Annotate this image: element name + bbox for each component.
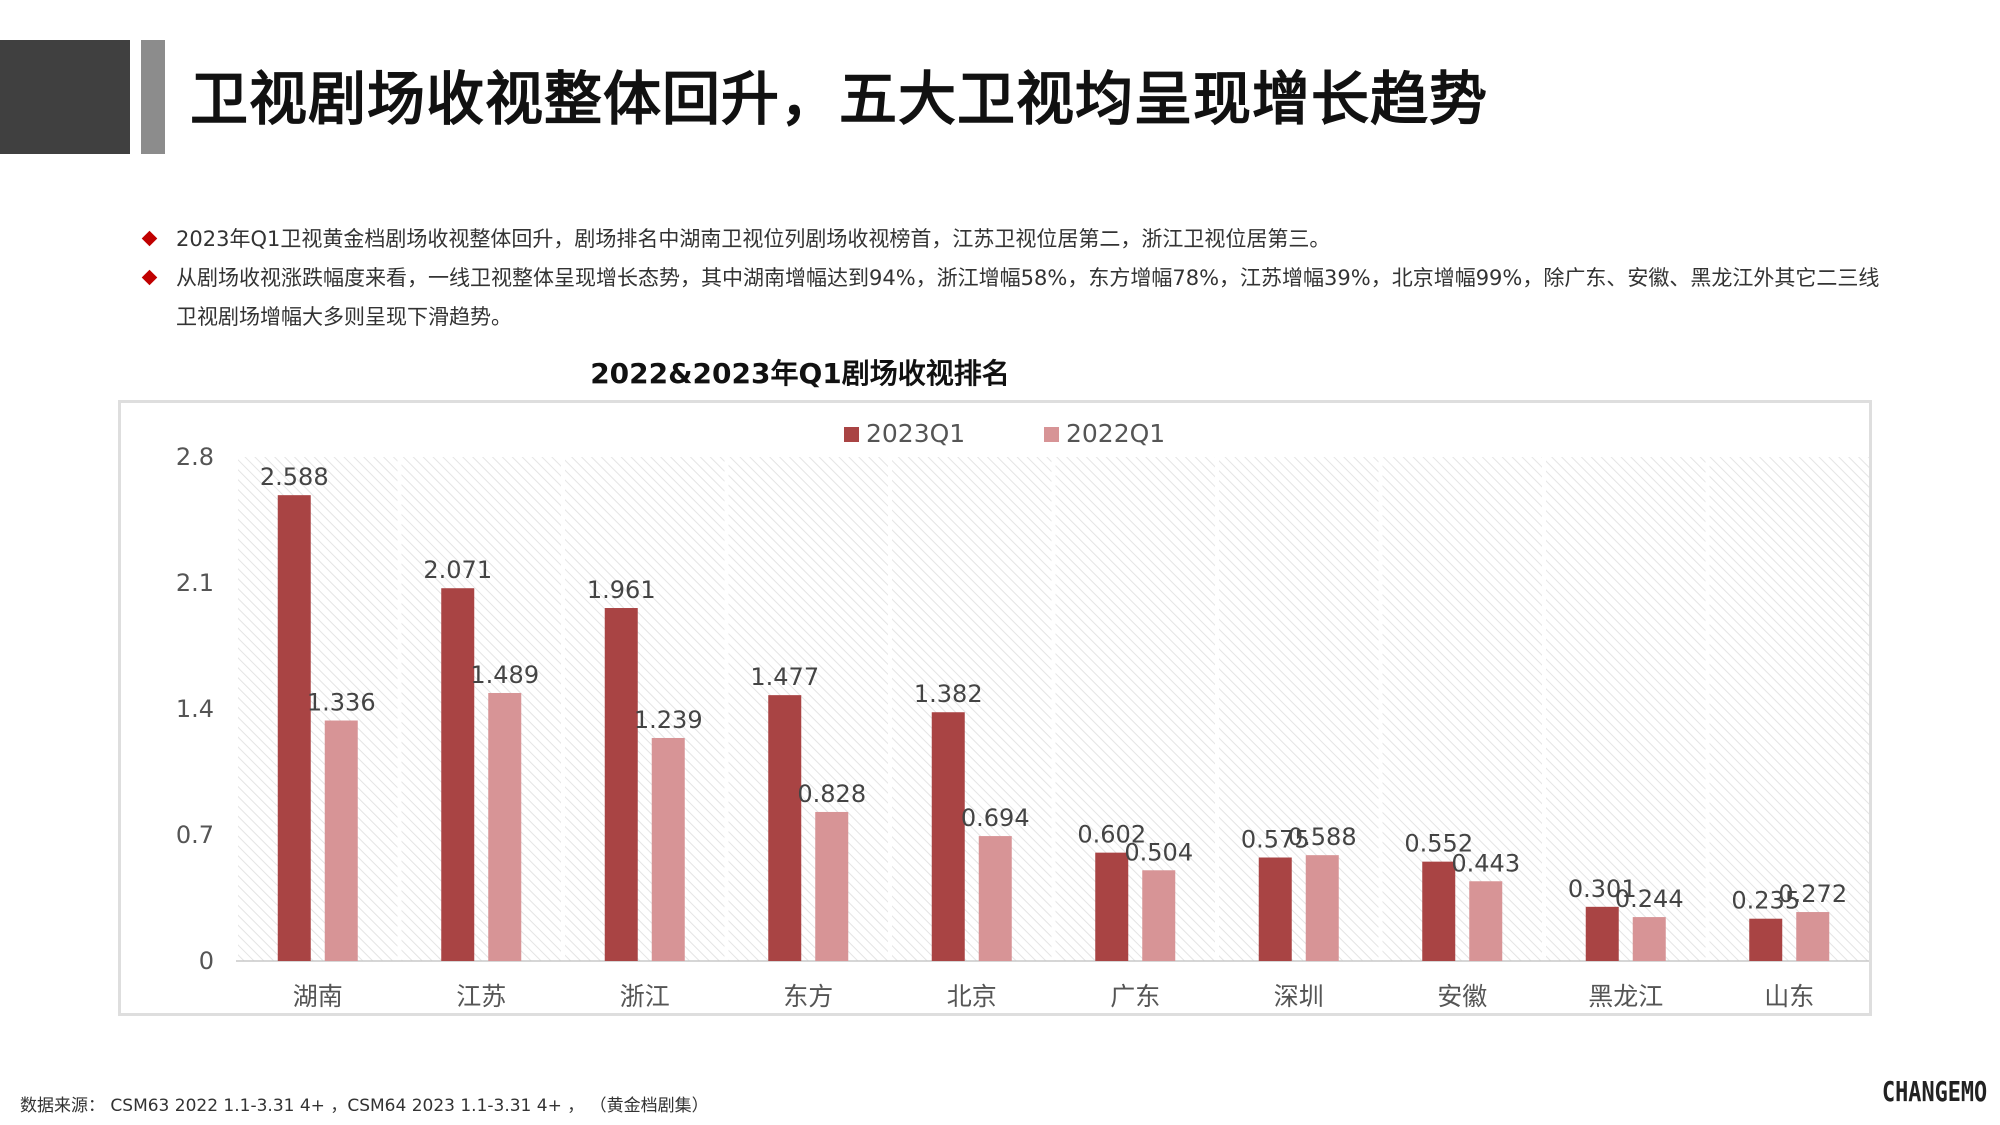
bar-2022q1 xyxy=(978,836,1012,961)
category-panel xyxy=(238,457,398,961)
data-label: 0.552 xyxy=(1404,830,1473,858)
x-tick-label: 浙江 xyxy=(620,982,670,1011)
chart-frame: 0 0.7 1.4 2.1 2.8 2.588 1.336 湖南 2.071 1.489 江苏 1.9… xyxy=(118,400,1872,1016)
bar-2023q1 xyxy=(1258,857,1292,961)
data-label: 1.382 xyxy=(914,680,983,708)
x-tick-label: 东方 xyxy=(783,982,833,1011)
category-panel xyxy=(1709,457,1869,961)
x-tick-label: 深圳 xyxy=(1274,982,1324,1011)
bar-2023q1 xyxy=(931,712,965,961)
data-label: 1.239 xyxy=(634,706,703,734)
data-label: 0.575 xyxy=(1241,826,1310,854)
bar-2022q1 xyxy=(1796,912,1830,961)
category-panel xyxy=(401,457,561,961)
category-panel xyxy=(1382,457,1542,961)
header-dark-block xyxy=(0,40,130,154)
category-panel xyxy=(1055,457,1215,961)
y-tick-label: 0.7 xyxy=(176,821,214,849)
data-label: 0.504 xyxy=(1124,838,1193,866)
x-tick-label: 黑龙江 xyxy=(1588,982,1663,1011)
bar-2022q1 xyxy=(1632,917,1666,961)
y-tick-label: 1.4 xyxy=(176,695,214,723)
category-panel xyxy=(565,457,725,961)
brand-logo: CHANGEMO xyxy=(1882,1075,1988,1108)
legend-label: 2022Q1 xyxy=(1066,419,1165,448)
data-label: 0.443 xyxy=(1451,849,1520,877)
legend-swatch xyxy=(1044,427,1059,442)
bar-2022q1 xyxy=(324,720,358,961)
data-label: 1.477 xyxy=(750,663,819,691)
bar-2022q1 xyxy=(651,737,685,961)
bar-2023q1 xyxy=(1749,918,1783,961)
diamond-bullet-icon xyxy=(141,230,158,247)
data-label: 0.272 xyxy=(1778,880,1847,908)
bullet-list: 2023年Q1卫视黄金档剧场收视整体回升，剧场排名中湖南卫视位列剧场收视榜首，江… xyxy=(140,220,1880,337)
bar-2023q1 xyxy=(768,695,802,961)
bar-2022q1 xyxy=(815,811,849,961)
data-label: 0.588 xyxy=(1288,823,1357,851)
bar-chart: 0 0.7 1.4 2.1 2.8 2.588 1.336 湖南 2.071 1.489 江苏 1.9… xyxy=(176,419,1869,1011)
data-label: 0.244 xyxy=(1615,885,1684,913)
bullet-item: 2023年Q1卫视黄金档剧场收视整体回升，剧场排名中湖南卫视位列剧场收视榜首，江… xyxy=(140,220,1880,259)
x-tick-label: 北京 xyxy=(947,982,997,1011)
data-label: 0.694 xyxy=(961,804,1030,832)
data-label: 0.301 xyxy=(1568,875,1637,903)
y-tick-label: 2.8 xyxy=(176,443,214,471)
data-label: 1.489 xyxy=(470,661,539,689)
bar-2023q1 xyxy=(277,495,311,961)
y-tick-label: 2.1 xyxy=(176,569,214,597)
bar-2022q1 xyxy=(488,692,522,961)
diamond-bullet-icon xyxy=(141,269,158,286)
data-source-note: 数据来源： CSM63 2022 1.1-3.31 4+ ，CSM64 2023… xyxy=(20,1096,709,1116)
legend-swatch xyxy=(844,427,859,442)
x-tick-label: 湖南 xyxy=(293,982,343,1011)
data-label: 1.336 xyxy=(307,689,376,717)
bar-2023q1 xyxy=(604,608,638,961)
category-panel xyxy=(1219,457,1379,961)
x-tick-label: 广东 xyxy=(1110,982,1160,1011)
bar-2023q1 xyxy=(1585,906,1619,961)
data-label: 2.588 xyxy=(260,463,329,491)
y-tick-label: 0 xyxy=(199,947,214,975)
header-accent-bar xyxy=(141,40,165,154)
data-label: 1.961 xyxy=(587,576,656,604)
x-tick-label: 山东 xyxy=(1764,982,1814,1011)
data-label: 2.071 xyxy=(423,556,492,584)
bar-2023q1 xyxy=(441,588,475,961)
page-title: 卫视剧场收视整体回升，五大卫视均呈现增长趋势 xyxy=(190,65,1489,133)
x-tick-label: 江苏 xyxy=(456,982,506,1011)
bar-2022q1 xyxy=(1142,870,1176,961)
bar-2022q1 xyxy=(1305,855,1339,961)
data-label: 0.828 xyxy=(797,780,866,808)
data-label: 0.235 xyxy=(1731,887,1800,915)
bar-2023q1 xyxy=(1095,852,1129,961)
legend-label: 2023Q1 xyxy=(866,419,965,448)
bullet-text: 从剧场收视涨跌幅度来看，一线卫视整体呈现增长态势，其中湖南增幅达到94%，浙江增… xyxy=(176,266,1880,329)
bullet-text: 2023年Q1卫视黄金档剧场收视整体回升，剧场排名中湖南卫视位列剧场收视榜首，江… xyxy=(176,227,1331,251)
chart-title: 2022&2023年Q1剧场收视排名 xyxy=(590,357,1010,390)
category-panel xyxy=(728,457,888,961)
bullet-item: 从剧场收视涨跌幅度来看，一线卫视整体呈现增长态势，其中湖南增幅达到94%，浙江增… xyxy=(140,259,1880,337)
data-label: 0.602 xyxy=(1077,821,1146,849)
x-tick-label: 安徽 xyxy=(1437,982,1487,1011)
bar-2023q1 xyxy=(1422,861,1456,961)
category-panel xyxy=(1546,457,1706,961)
category-panel xyxy=(892,457,1052,961)
bar-2022q1 xyxy=(1469,881,1503,961)
